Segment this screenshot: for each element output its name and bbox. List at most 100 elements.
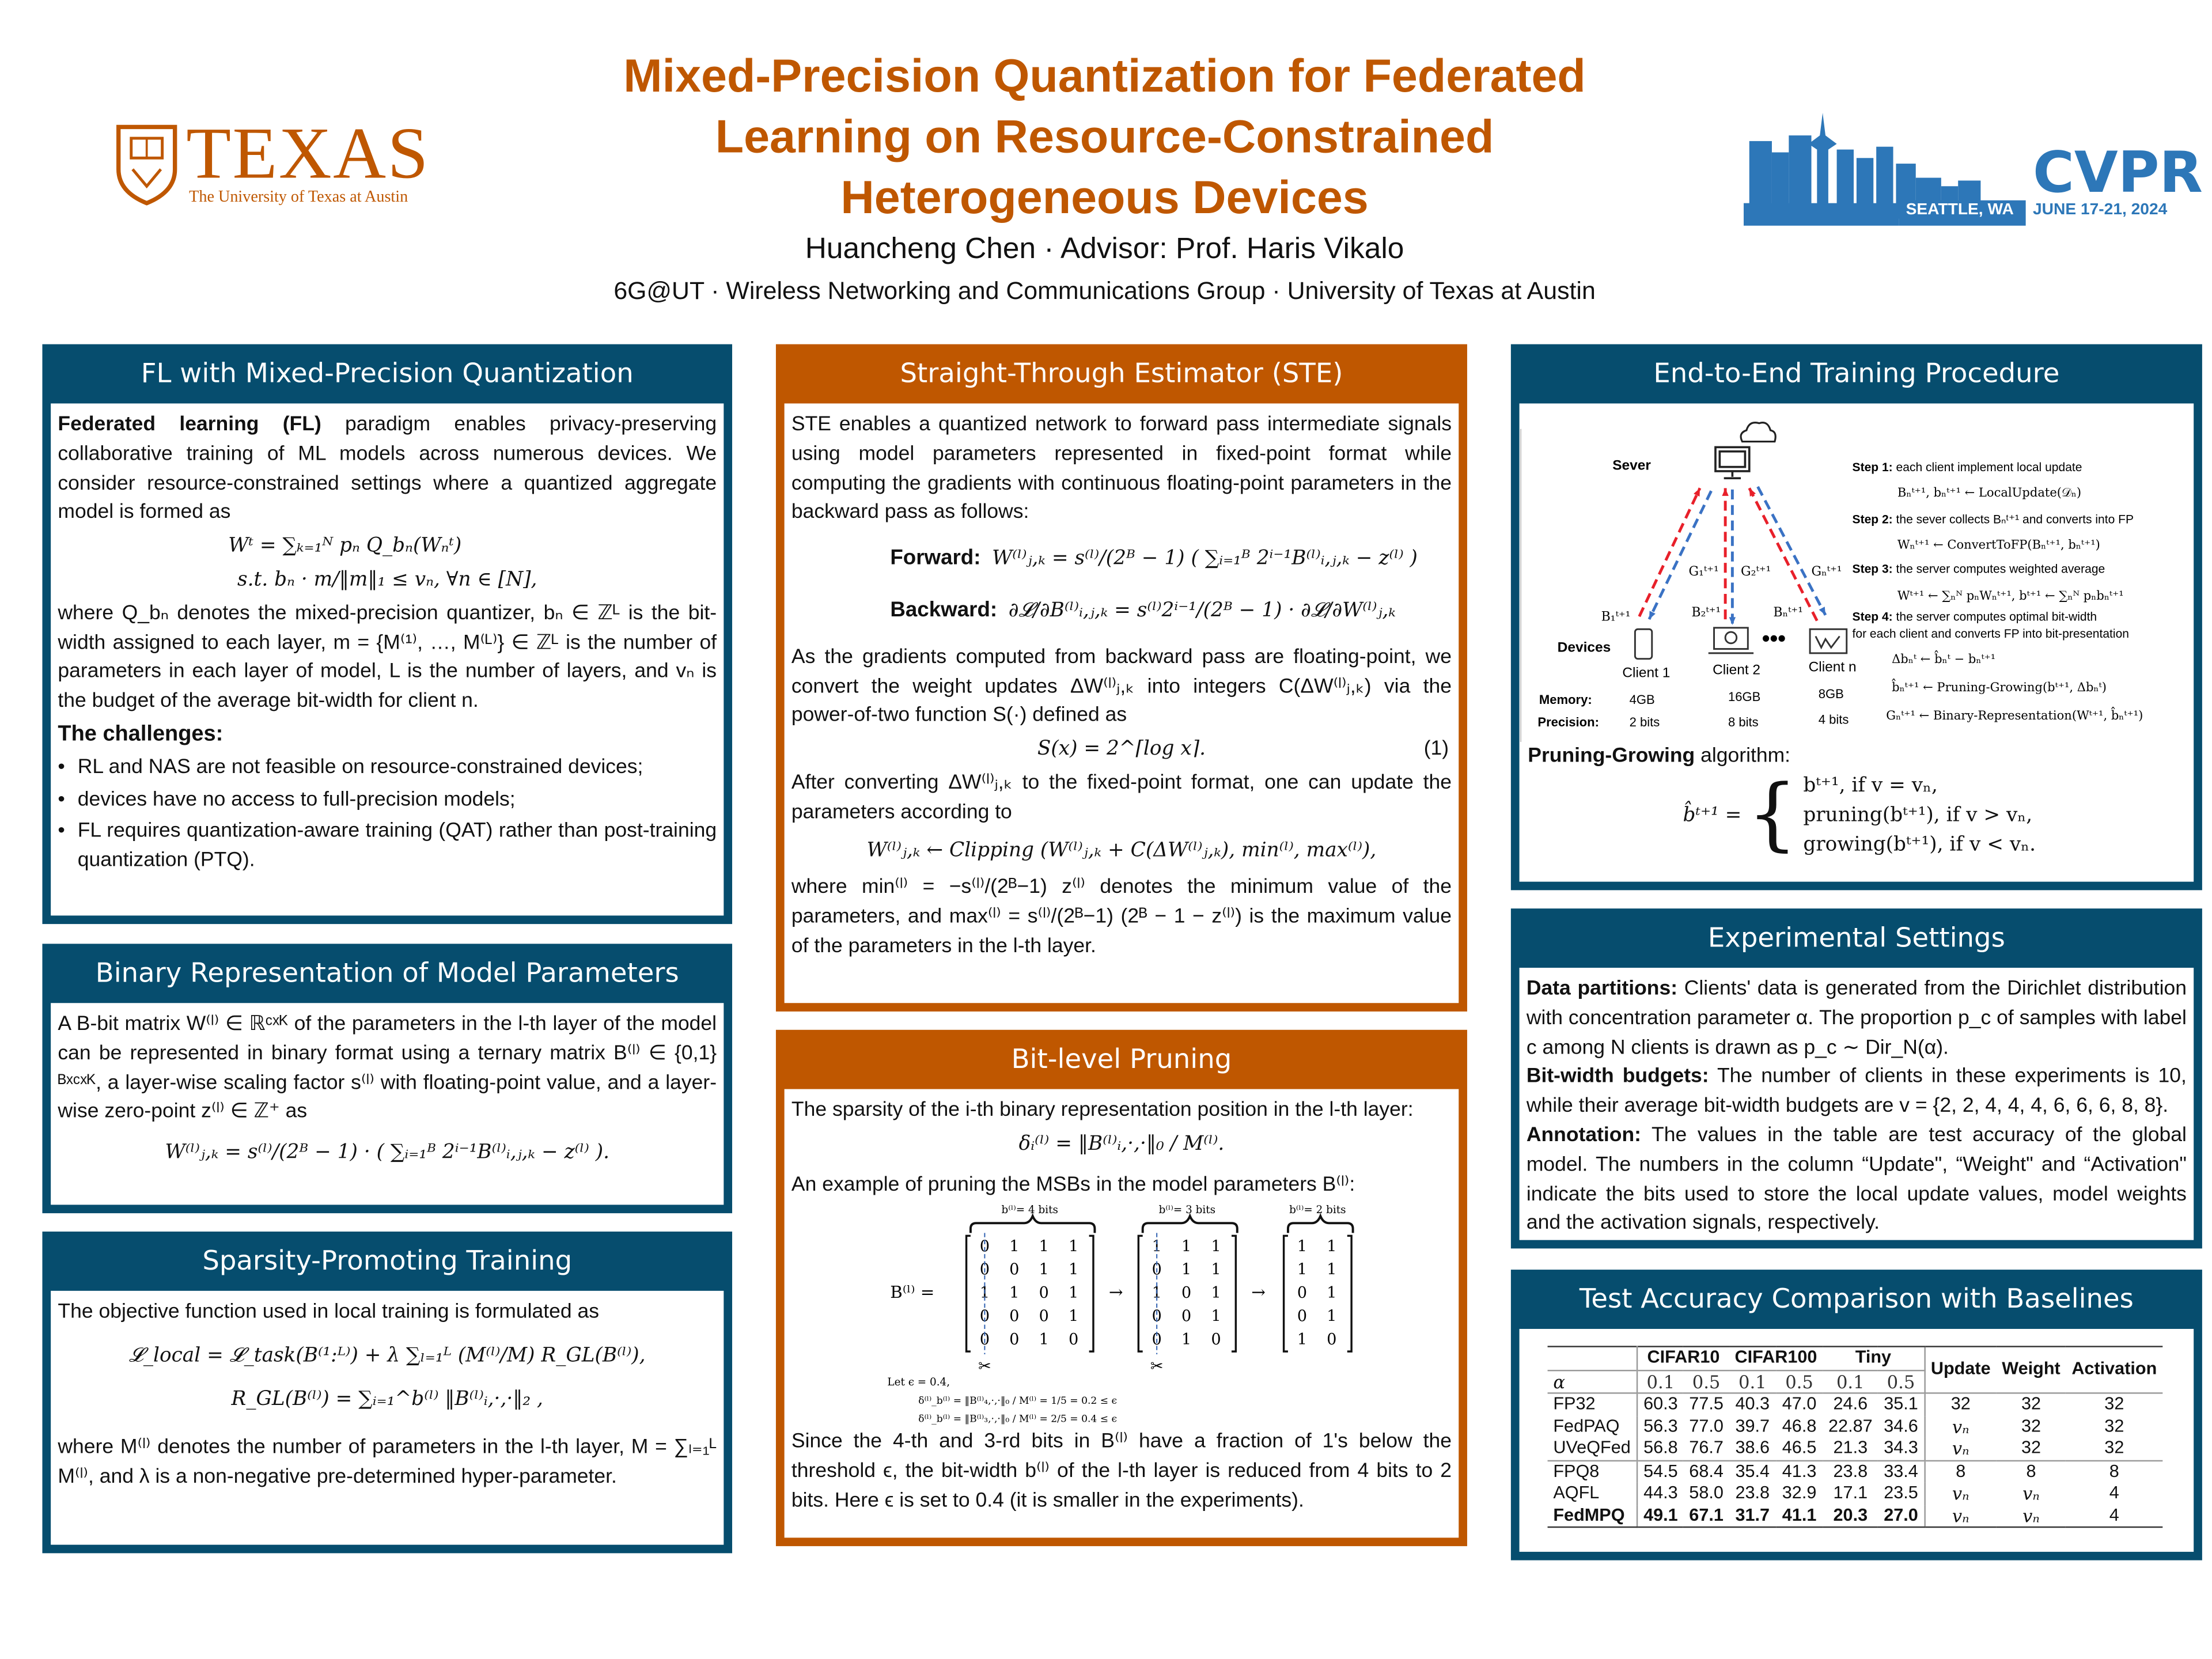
section-title: End-to-End Training Procedure xyxy=(1653,358,2060,389)
bits-value: vₙ xyxy=(1923,1504,1997,1528)
matrix-entry: 1 xyxy=(1297,1238,1307,1256)
step-equation: Gₙᵗ⁺¹ ← Binary-Representation(Wᵗ⁺¹, b̂ₙᵗ… xyxy=(1886,707,2143,722)
bits-value: vₙ xyxy=(1923,1415,1997,1438)
method-name: FedMPQ xyxy=(1547,1504,1638,1528)
accuracy-value: 58.0 xyxy=(1689,1482,1724,1503)
brace-icon xyxy=(1141,1213,1238,1234)
section-body: STE enables a quantized network to forwa… xyxy=(784,403,1459,1003)
matrix-entry: 1 xyxy=(1069,1285,1078,1302)
accuracy-value: 23.5 xyxy=(1884,1482,1918,1503)
paragraph: where min⁽ˡ⁾ = −s⁽ˡ⁾/(2ᴮ−1) z⁽ˡ⁾ denotes… xyxy=(791,876,1452,958)
case: bᵗ⁺¹, if v = vₙ, xyxy=(1803,774,1938,797)
matrix-entry: 1 xyxy=(1327,1308,1336,1325)
accuracy-value: 56.3 xyxy=(1643,1415,1678,1435)
paragraph: Bit-width budgets: The number of clients… xyxy=(1526,1065,2187,1118)
accuracy-value: 38.6 xyxy=(1735,1437,1770,1457)
dataset-header: CIFAR100 xyxy=(1729,1346,1823,1370)
accuracy-value: 33.4 xyxy=(1878,1459,1925,1483)
accuracy-value: 68.4 xyxy=(1683,1459,1729,1483)
section-body: CIFAR10 CIFAR100 Tiny Update Weight Activatio… xyxy=(1519,1328,2194,1552)
bits-header: Update xyxy=(1923,1346,1997,1394)
bits-value: 4 xyxy=(2066,1504,2163,1528)
title-line: Learning on Resource-Constrained xyxy=(715,110,1494,162)
forward-label: Forward: xyxy=(890,546,981,570)
memory-value: 4GB xyxy=(1630,692,1655,707)
dashed-arrow xyxy=(1756,486,1827,616)
table-row: AQFL 44.3 58.0 23.8 32.9 17.1 23.5 vₙ vₙ 4 xyxy=(1547,1482,2163,1505)
section-ste: Straight-Through Estimator (STE) STE ena… xyxy=(775,344,1467,1012)
dataset-header: CIFAR10 xyxy=(1637,1346,1729,1370)
accuracy-value: 23.8 xyxy=(1735,1482,1770,1503)
section-title: Experimental Settings xyxy=(1707,922,2005,954)
matrix-entry: 0 xyxy=(980,1308,990,1325)
list-item: RL and NAS are not feasible on resource-… xyxy=(58,753,717,782)
pruning-growing-algorithm: Pruning-Growing algorithm: b̂ᵗ⁺¹ = { bᵗ⁺… xyxy=(1528,742,2191,860)
paragraph: paradigm enables privacy-preserving coll… xyxy=(58,413,717,524)
devices-label: Devices xyxy=(1558,639,1611,655)
method-name: FPQ8 xyxy=(1547,1459,1638,1483)
accuracy-value: 44.3 xyxy=(1643,1482,1678,1503)
matrix-entry: 1 xyxy=(1152,1238,1162,1256)
accuracy-value: 39.7 xyxy=(1735,1415,1770,1435)
memory-value: 16GB xyxy=(1728,690,1760,704)
server-label: Sever xyxy=(1612,458,1651,474)
bits-value: vₙ xyxy=(1923,1437,1997,1460)
accuracy-value: 67.1 xyxy=(1683,1504,1729,1528)
accuracy-value: 54.5 xyxy=(1637,1459,1684,1483)
bits-value: 32 xyxy=(2104,1415,2124,1435)
matrix-entry: 0 xyxy=(1181,1308,1191,1325)
section-experimental-settings: Experimental Settings Data partitions: C… xyxy=(1510,908,2202,1249)
precision-value: 2 bits xyxy=(1630,715,1660,729)
results-table: CIFAR10 CIFAR100 Tiny Update Weight Activatio… xyxy=(1547,1346,2163,1528)
section-binary-representation: Binary Representation of Model Parameter… xyxy=(42,944,733,1214)
pruning-example-figure: B⁽ˡ⁾ = b⁽ˡ⁾= 4 bits 0 1 1 1 0 0 1 1 1 1 0 1 0 0 0 1 0 0 1 0 ✂ →… xyxy=(887,1205,1354,1426)
table-header-row: CIFAR10 CIFAR100 Tiny Update Weight Activatio… xyxy=(1547,1346,2163,1394)
equation: S(x) = 2^⌈log x⌉. xyxy=(1037,738,1206,761)
accuracy-value: 56.8 xyxy=(1643,1437,1678,1457)
step-2: Step 2: the sever collects Bₙᵗ⁺¹ and con… xyxy=(1853,513,2134,527)
accuracy-value: 32.9 xyxy=(1782,1482,1817,1503)
method-name: FP32 xyxy=(1547,1393,1638,1416)
matrix-entry: 0 xyxy=(1069,1331,1078,1349)
matrix-entry: 1 xyxy=(1181,1331,1191,1349)
bits-value: 8 xyxy=(1996,1459,2066,1483)
accuracy-value: 60.3 xyxy=(1643,1393,1678,1414)
equation-number: (1) xyxy=(1423,738,1449,761)
alpha-value: 0.1 xyxy=(1729,1369,1776,1394)
precision-value: 8 bits xyxy=(1728,715,1759,729)
list-item: devices have no access to full-precision… xyxy=(58,785,717,815)
matrix-entry: 1 xyxy=(1181,1262,1191,1279)
matrix-entry: 1 xyxy=(1211,1238,1221,1256)
section-test-accuracy: Test Accuracy Comparison with Baselines … xyxy=(1510,1270,2202,1560)
accuracy-value: 41.1 xyxy=(1775,1504,1823,1528)
step-4: Step 4: the server computes optimal bit-… xyxy=(1853,611,2097,624)
ut-seal-icon xyxy=(116,124,177,206)
ellipsis-icon: ••• xyxy=(1762,627,1786,652)
delta-formula: δ⁽ˡ⁾_b⁽ˡ⁾ = ‖B⁽ˡ⁾₄,·,·‖₀ / M⁽ˡ⁾ = 1/5 = … xyxy=(918,1396,1117,1407)
brace-icon xyxy=(1286,1213,1354,1234)
dashed-arrow xyxy=(1748,487,1819,622)
table-row: UVeQFed 56.8 76.7 38.6 46.5 21.3 34.3 vₙ 32 32 xyxy=(1547,1437,2163,1460)
accuracy-value: 46.8 xyxy=(1782,1415,1817,1435)
laptop-icon xyxy=(1708,627,1754,654)
accuracy-value: 34.6 xyxy=(1884,1415,1918,1435)
matrix-entry: 0 xyxy=(980,1238,990,1256)
matrix-bit-label: b⁽ˡ⁾= 2 bits xyxy=(1289,1205,1346,1217)
forward-equation: Forward: W⁽ˡ⁾ⱼ,ₖ = s⁽ˡ⁾/(2ᴮ − 1) ( ∑ᵢ₌₁ᴮ … xyxy=(890,545,1452,574)
b-label: B₁ᵗ⁺¹ xyxy=(1601,610,1631,624)
matrix-entry: 1 xyxy=(1327,1285,1336,1302)
case: pruning(bᵗ⁺¹), if v > vₙ, xyxy=(1803,804,2033,827)
paragraph: As the gradients computed from backward … xyxy=(791,646,1452,728)
title-line: Heterogeneous Devices xyxy=(840,171,1369,223)
matrix-lhs: B⁽ˡ⁾ = xyxy=(890,1283,934,1302)
matrix-entry: 0 xyxy=(1181,1285,1191,1302)
accuracy-value: 35.4 xyxy=(1729,1459,1776,1483)
equation-lhs: b̂ᵗ⁺¹ = xyxy=(1683,804,1742,827)
bits-value: 4 xyxy=(2109,1482,2119,1503)
memory-value: 8GB xyxy=(1819,687,1844,701)
equation: Wᵗ = ∑ₖ₌₁ᴺ pₙ Q_bₙ(Wₙᵗ) xyxy=(228,535,462,558)
matrix-entry: 0 xyxy=(1009,1308,1019,1325)
matrix-bracket xyxy=(1282,1235,1353,1353)
matrix-entry: 1 xyxy=(1181,1238,1191,1256)
